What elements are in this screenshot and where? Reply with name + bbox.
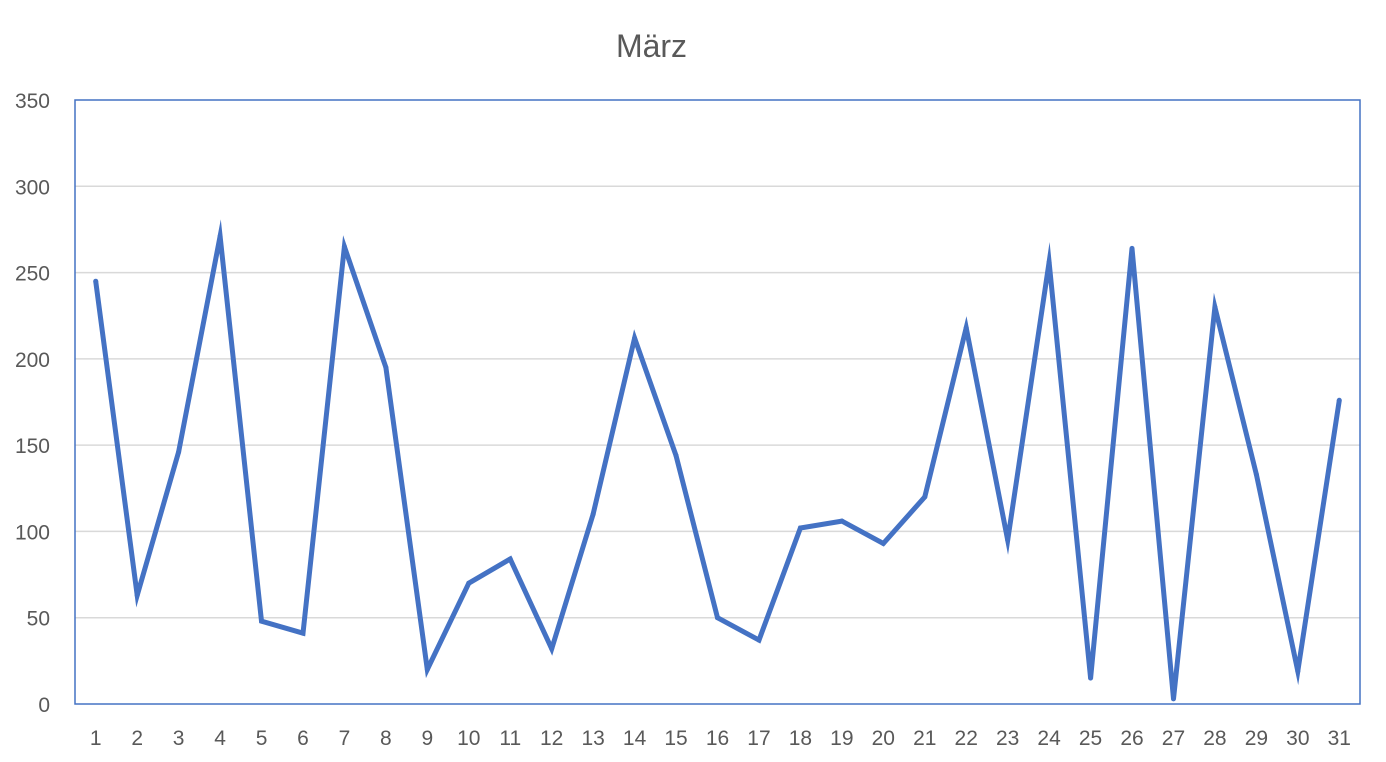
data-point [341, 244, 347, 250]
x-tick-label: 4 [214, 727, 226, 750]
x-tick-label: 29 [1245, 727, 1268, 750]
data-point [93, 278, 99, 284]
x-tick-label: 19 [830, 727, 853, 750]
x-tick-label: 6 [297, 727, 309, 750]
data-point [839, 518, 845, 524]
x-tick-label: 15 [664, 727, 687, 750]
x-tick-label: 2 [131, 727, 143, 750]
x-tick-label: 16 [706, 727, 729, 750]
x-tick-label: 26 [1120, 727, 1143, 750]
data-point [466, 580, 472, 586]
x-tick-label: 3 [173, 727, 185, 750]
x-tick-label: 10 [457, 727, 480, 750]
data-point [383, 364, 389, 370]
x-tick-label: 27 [1162, 727, 1185, 750]
y-axis-tick-labels: 0 50 100 150 200 250 300 350 [15, 90, 50, 717]
y-tick-label: 100 [15, 521, 50, 544]
data-point [1046, 259, 1052, 265]
data-point [507, 556, 513, 562]
x-axis-tick-labels: 1 2 3 4 5 6 7 8 9 10 11 12 13 14 15 16 17 18 19 20 21 22 23 24 2… [90, 727, 1351, 750]
x-tick-label: 5 [256, 727, 268, 750]
data-point [590, 511, 596, 517]
grid-lines [75, 185, 1360, 619]
y-tick-label: 150 [15, 435, 50, 458]
y-tick-label: 200 [15, 349, 50, 372]
x-tick-label: 20 [872, 727, 895, 750]
data-point [300, 630, 306, 636]
series-layer [93, 219, 1342, 702]
series-line [93, 219, 1342, 700]
x-tick-label: 8 [380, 727, 392, 750]
x-tick-label: 28 [1203, 727, 1226, 750]
data-point [134, 592, 140, 598]
y-tick-label: 300 [15, 176, 50, 199]
data-point [673, 452, 679, 458]
x-tick-label: 12 [540, 727, 563, 750]
data-point [963, 325, 969, 331]
data-point [1295, 668, 1301, 674]
x-tick-label: 13 [581, 727, 604, 750]
x-tick-label: 31 [1328, 727, 1351, 750]
data-point [1336, 397, 1342, 403]
x-tick-label: 23 [996, 727, 1019, 750]
y-tick-label: 0 [38, 694, 50, 717]
data-point [176, 449, 182, 455]
x-tick-label: 25 [1079, 727, 1102, 750]
data-point [259, 618, 265, 624]
data-point [424, 666, 430, 672]
x-tick-label: 7 [339, 727, 351, 750]
data-point [217, 233, 223, 239]
x-tick-label: 1 [90, 727, 102, 750]
x-tick-label: 21 [913, 727, 936, 750]
x-tick-label: 24 [1037, 727, 1061, 750]
data-point [549, 646, 555, 652]
data-point [1253, 471, 1259, 477]
x-tick-label: 9 [421, 727, 433, 750]
x-tick-label: 22 [955, 727, 978, 750]
y-tick-label: 50 [27, 608, 50, 631]
data-point [1212, 304, 1218, 310]
y-tick-label: 250 [15, 263, 50, 286]
data-point [1129, 245, 1135, 251]
x-tick-label: 11 [499, 727, 521, 750]
x-tick-label: 30 [1286, 727, 1309, 750]
data-point [1088, 675, 1094, 681]
x-tick-label: 14 [623, 727, 647, 750]
data-point [797, 525, 803, 531]
y-tick-label: 350 [15, 90, 50, 113]
data-point [715, 615, 720, 621]
data-point [1005, 537, 1011, 543]
data-point [632, 335, 638, 341]
plot-area-frame [74, 99, 1361, 705]
x-tick-label: 18 [789, 727, 812, 750]
chart-title: März [615, 28, 688, 64]
data-point [756, 637, 762, 643]
x-tick-label: 17 [747, 727, 770, 750]
data-point [922, 494, 928, 500]
data-point [880, 541, 886, 547]
data-point [1170, 696, 1176, 702]
